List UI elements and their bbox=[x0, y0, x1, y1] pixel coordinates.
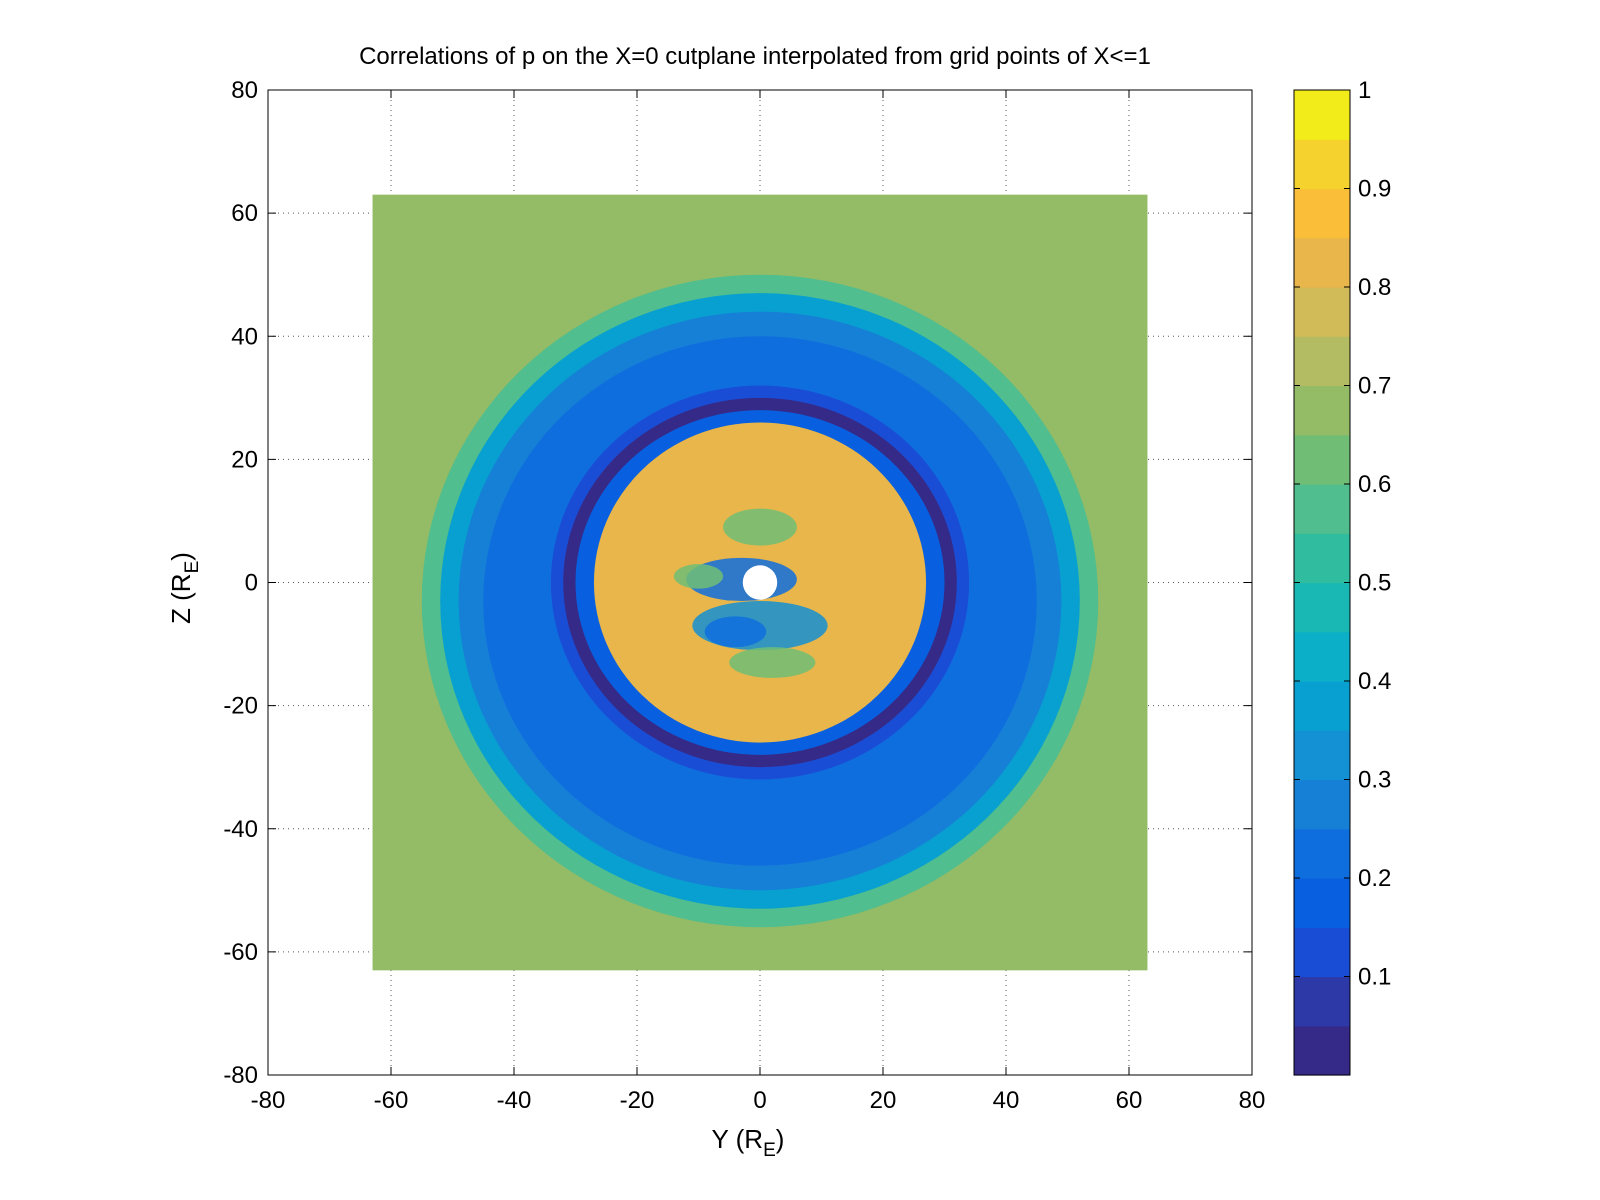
x-tick-label: 20 bbox=[870, 1087, 897, 1114]
colorbar-segment bbox=[1294, 385, 1350, 436]
x-tick-label: -20 bbox=[620, 1087, 655, 1114]
axes: -80 -60 -40 -20 0 20 40 60 80 -80 -60 -40 -20 0 20 40 60… bbox=[223, 77, 1265, 1114]
colorbar-segment bbox=[1294, 90, 1350, 140]
y-tick-label: -40 bbox=[223, 816, 258, 843]
heatmap-field bbox=[372, 194, 1148, 971]
colorbar-tick-label: 0.6 bbox=[1358, 471, 1391, 498]
x-tick-label: 0 bbox=[753, 1087, 766, 1114]
x-tick-label: -40 bbox=[497, 1087, 532, 1114]
x-tick-label: -60 bbox=[374, 1087, 409, 1114]
colorbar-tick-label: 0.1 bbox=[1358, 964, 1391, 991]
colorbar-segment bbox=[1294, 582, 1350, 633]
heatmap-inner-feature bbox=[704, 616, 767, 648]
chart-title: Correlations of p on the X=0 cutplane in… bbox=[359, 43, 1151, 70]
x-tick-label: 80 bbox=[1239, 1087, 1266, 1114]
heatmap-inner-feature bbox=[723, 508, 797, 546]
y-tick-label: -80 bbox=[223, 1062, 258, 1089]
colorbar-tick-label: 0.2 bbox=[1358, 865, 1391, 892]
colorbar-tick-label: 0.9 bbox=[1358, 176, 1391, 203]
colorbar-segment bbox=[1294, 681, 1350, 731]
x-axis-label: Y (RE) bbox=[712, 1124, 785, 1161]
colorbar-segment bbox=[1294, 828, 1350, 879]
colorbar-segment bbox=[1294, 730, 1350, 781]
colorbar-segment bbox=[1294, 976, 1350, 1027]
colorbar-segment bbox=[1294, 878, 1350, 928]
colorbar-segment bbox=[1294, 484, 1350, 534]
colorbar-tick-label: 0.8 bbox=[1358, 274, 1391, 301]
colorbar-segment bbox=[1294, 631, 1350, 682]
y-tick-label: 60 bbox=[231, 200, 258, 227]
colorbar-segment bbox=[1294, 287, 1350, 337]
colorbar-segment bbox=[1294, 1025, 1350, 1076]
colorbar: 0.1 0.2 0.3 0.4 0.5 0.6 0.7 0.8 0.9 1 bbox=[1293, 77, 1391, 1076]
colorbar-segment bbox=[1294, 139, 1350, 190]
y-tick-label: 0 bbox=[245, 570, 258, 597]
y-tick-label: -60 bbox=[223, 939, 258, 966]
colorbar-tick-label: 0.5 bbox=[1358, 570, 1391, 597]
colorbar-segment bbox=[1294, 779, 1350, 830]
earth-hole bbox=[742, 565, 778, 600]
colorbar-segment bbox=[1294, 434, 1350, 485]
colorbar-segment bbox=[1294, 927, 1350, 978]
heatmap-inner-feature bbox=[673, 564, 724, 589]
colorbar-segment bbox=[1294, 188, 1350, 239]
colorbar-segment bbox=[1294, 237, 1350, 288]
colorbar-segment bbox=[1294, 336, 1350, 387]
colorbar-segment bbox=[1294, 533, 1350, 584]
y-tick-label: 40 bbox=[231, 323, 258, 350]
y-tick-label: 20 bbox=[231, 446, 258, 473]
x-tick-label: -80 bbox=[251, 1087, 286, 1114]
x-tick-label: 60 bbox=[1116, 1087, 1143, 1114]
colorbar-tick-label: 0.4 bbox=[1358, 668, 1391, 695]
x-tick-label: 40 bbox=[993, 1087, 1020, 1114]
heatmap-inner-feature bbox=[729, 647, 816, 678]
y-tick-label: -20 bbox=[223, 693, 258, 720]
colorbar-tick-label: 1 bbox=[1358, 77, 1371, 104]
colorbar-tick-label: 0.3 bbox=[1358, 767, 1391, 794]
y-tick-label: 80 bbox=[231, 77, 258, 104]
y-axis-label: Z (RE) bbox=[166, 552, 203, 624]
colorbar-tick-label: 0.7 bbox=[1358, 373, 1391, 400]
